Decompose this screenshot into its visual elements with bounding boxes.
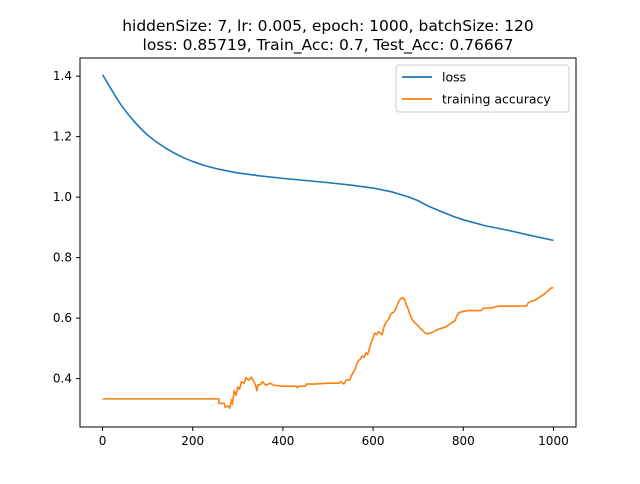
x-tick-label: 800 bbox=[452, 434, 475, 448]
x-tick-label: 0 bbox=[99, 434, 107, 448]
y-tick-label: 1.4 bbox=[53, 69, 72, 83]
legend-label: loss bbox=[442, 70, 466, 85]
axes-layer: 0 200 400 600 800 1000 0.4 0.6 0.8 1.0 1.2 1.4 bbox=[53, 57, 577, 448]
x-tick-label: 600 bbox=[362, 434, 385, 448]
legend-box bbox=[395, 64, 570, 113]
chart-subtitle: loss: 0.85719, Train_Acc: 0.7, Test_Acc:… bbox=[143, 36, 514, 55]
y-tick-label: 1.0 bbox=[53, 190, 72, 204]
x-tick-label: 400 bbox=[271, 434, 294, 448]
chart-title: hiddenSize: 7, lr: 0.005, epoch: 1000, b… bbox=[122, 17, 534, 35]
y-tick-label: 0.4 bbox=[53, 372, 72, 386]
x-tick-label: 1000 bbox=[538, 434, 569, 448]
series-line-loss bbox=[101, 74, 554, 242]
y-tick-label: 0.8 bbox=[53, 251, 72, 265]
series-layer bbox=[101, 74, 554, 410]
plot-frame bbox=[79, 57, 577, 428]
y-tick-label: 0.6 bbox=[53, 311, 72, 325]
legend-label: training accuracy bbox=[442, 92, 551, 107]
x-tick-label: 200 bbox=[181, 434, 204, 448]
legend: loss training accuracy bbox=[395, 64, 570, 113]
series-line-training-accuracy bbox=[102, 287, 554, 410]
y-tick-label: 1.2 bbox=[53, 130, 72, 144]
